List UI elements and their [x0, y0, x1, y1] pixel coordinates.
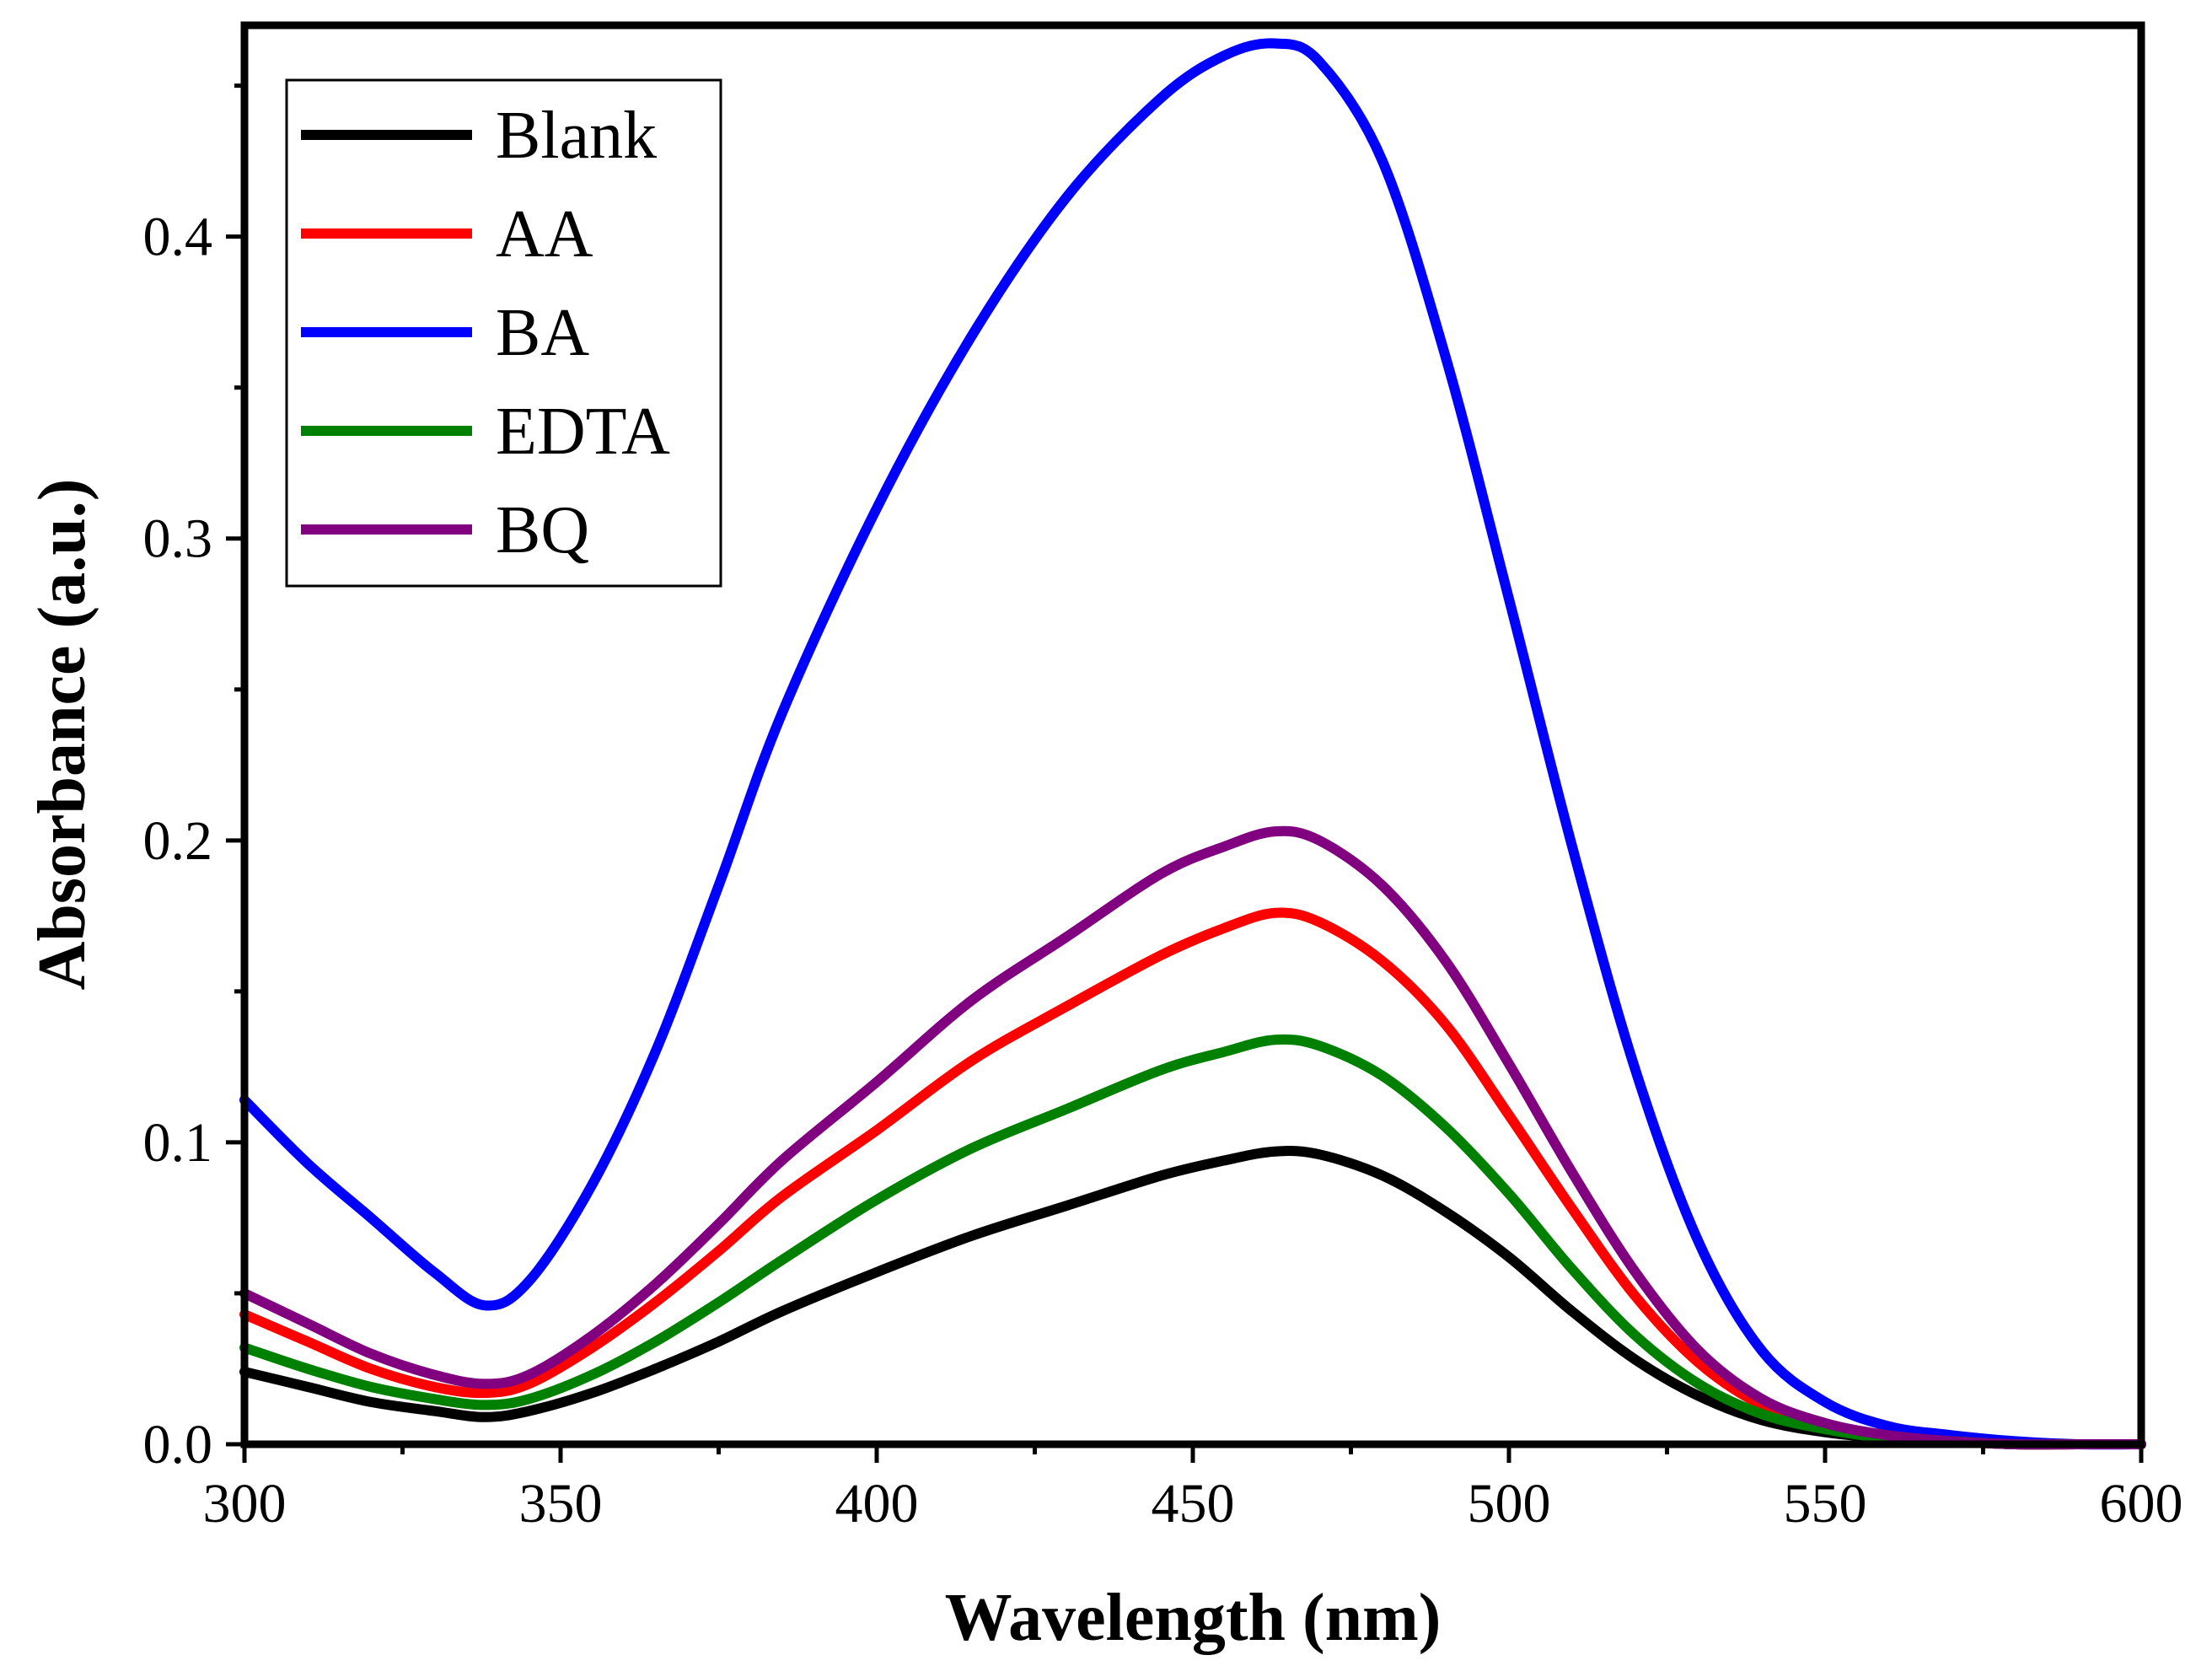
series-line-bq: [239, 825, 2146, 1450]
x-tick-label: 600: [2100, 1473, 2183, 1534]
y-tick-labels: 0.0 0.1 0.2 0.3 0.4: [143, 207, 213, 1475]
x-tick-label: 350: [519, 1473, 603, 1534]
series-line-ba: [239, 38, 2146, 1450]
legend: Blank AA BA EDTA BQ: [285, 78, 722, 588]
x-tick-label: 400: [835, 1473, 919, 1534]
y-tick-label: 0.2: [143, 810, 213, 872]
x-tick-label: 500: [1468, 1473, 1551, 1534]
legend-label-ba: BA: [496, 296, 589, 370]
legend-label-bq: BQ: [496, 493, 589, 567]
y-axis-title: Absorbance (a.u.): [25, 479, 99, 991]
series-line-edta: [239, 1034, 2146, 1450]
y-tick-label: 0.0: [143, 1414, 213, 1475]
x-axis-title: Wavelength (nm): [945, 1581, 1442, 1655]
y-tick-label: 0.1: [143, 1112, 213, 1174]
x-tick-label: 300: [203, 1473, 287, 1534]
ticks-group: [226, 83, 2144, 1463]
legend-label-blank: Blank: [496, 99, 657, 173]
y-tick-label: 0.3: [143, 508, 213, 570]
legend-items: Blank AA BA EDTA BQ: [301, 99, 670, 567]
legend-label-edta: EDTA: [496, 395, 670, 469]
x-tick-label: 550: [1784, 1473, 1867, 1534]
x-tick-labels: 300 350 400 450 500 550 600: [203, 1473, 2183, 1534]
x-tick-label: 450: [1152, 1473, 1235, 1534]
y-tick-label: 0.4: [143, 207, 213, 268]
series-group: [239, 38, 2146, 1450]
legend-label-aa: AA: [496, 197, 593, 271]
